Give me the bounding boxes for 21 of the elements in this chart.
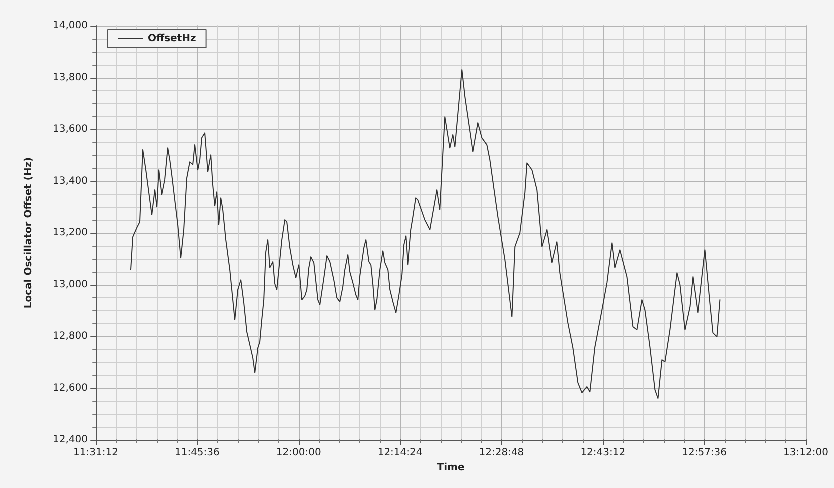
x-tick-label: 13:12:00: [784, 448, 828, 458]
x-tick-label: 12:28:48: [479, 448, 524, 458]
y-tick-label: 13,000: [53, 279, 88, 290]
y-tick-label: 13,800: [53, 72, 88, 84]
y-tick-label: 13,400: [53, 176, 88, 187]
line-series: [130, 69, 721, 400]
y-tick-label: 12,600: [53, 382, 88, 394]
y-tick-label: 14,000: [53, 20, 88, 32]
y-axis-title: Local Oscillator Offset (Hz): [24, 157, 34, 309]
y-tick-label: 13,200: [53, 228, 88, 238]
x-tick-label: 12:43:12: [580, 448, 626, 458]
y-tick-label: 13,600: [53, 124, 88, 135]
x-axis-title: Time: [437, 462, 465, 474]
legend-label: OffsetHz: [148, 34, 196, 44]
x-tick-label: 11:31:12: [74, 448, 118, 458]
y-tick-label: 12,800: [53, 331, 88, 342]
x-tick-label: 12:57:36: [682, 448, 728, 458]
x-tick-label: 12:14:24: [378, 448, 423, 458]
y-tick-label: 12,400: [53, 434, 88, 446]
x-tick-label: 12:00:00: [276, 448, 322, 458]
x-tick-label: 11:45:36: [174, 448, 220, 458]
